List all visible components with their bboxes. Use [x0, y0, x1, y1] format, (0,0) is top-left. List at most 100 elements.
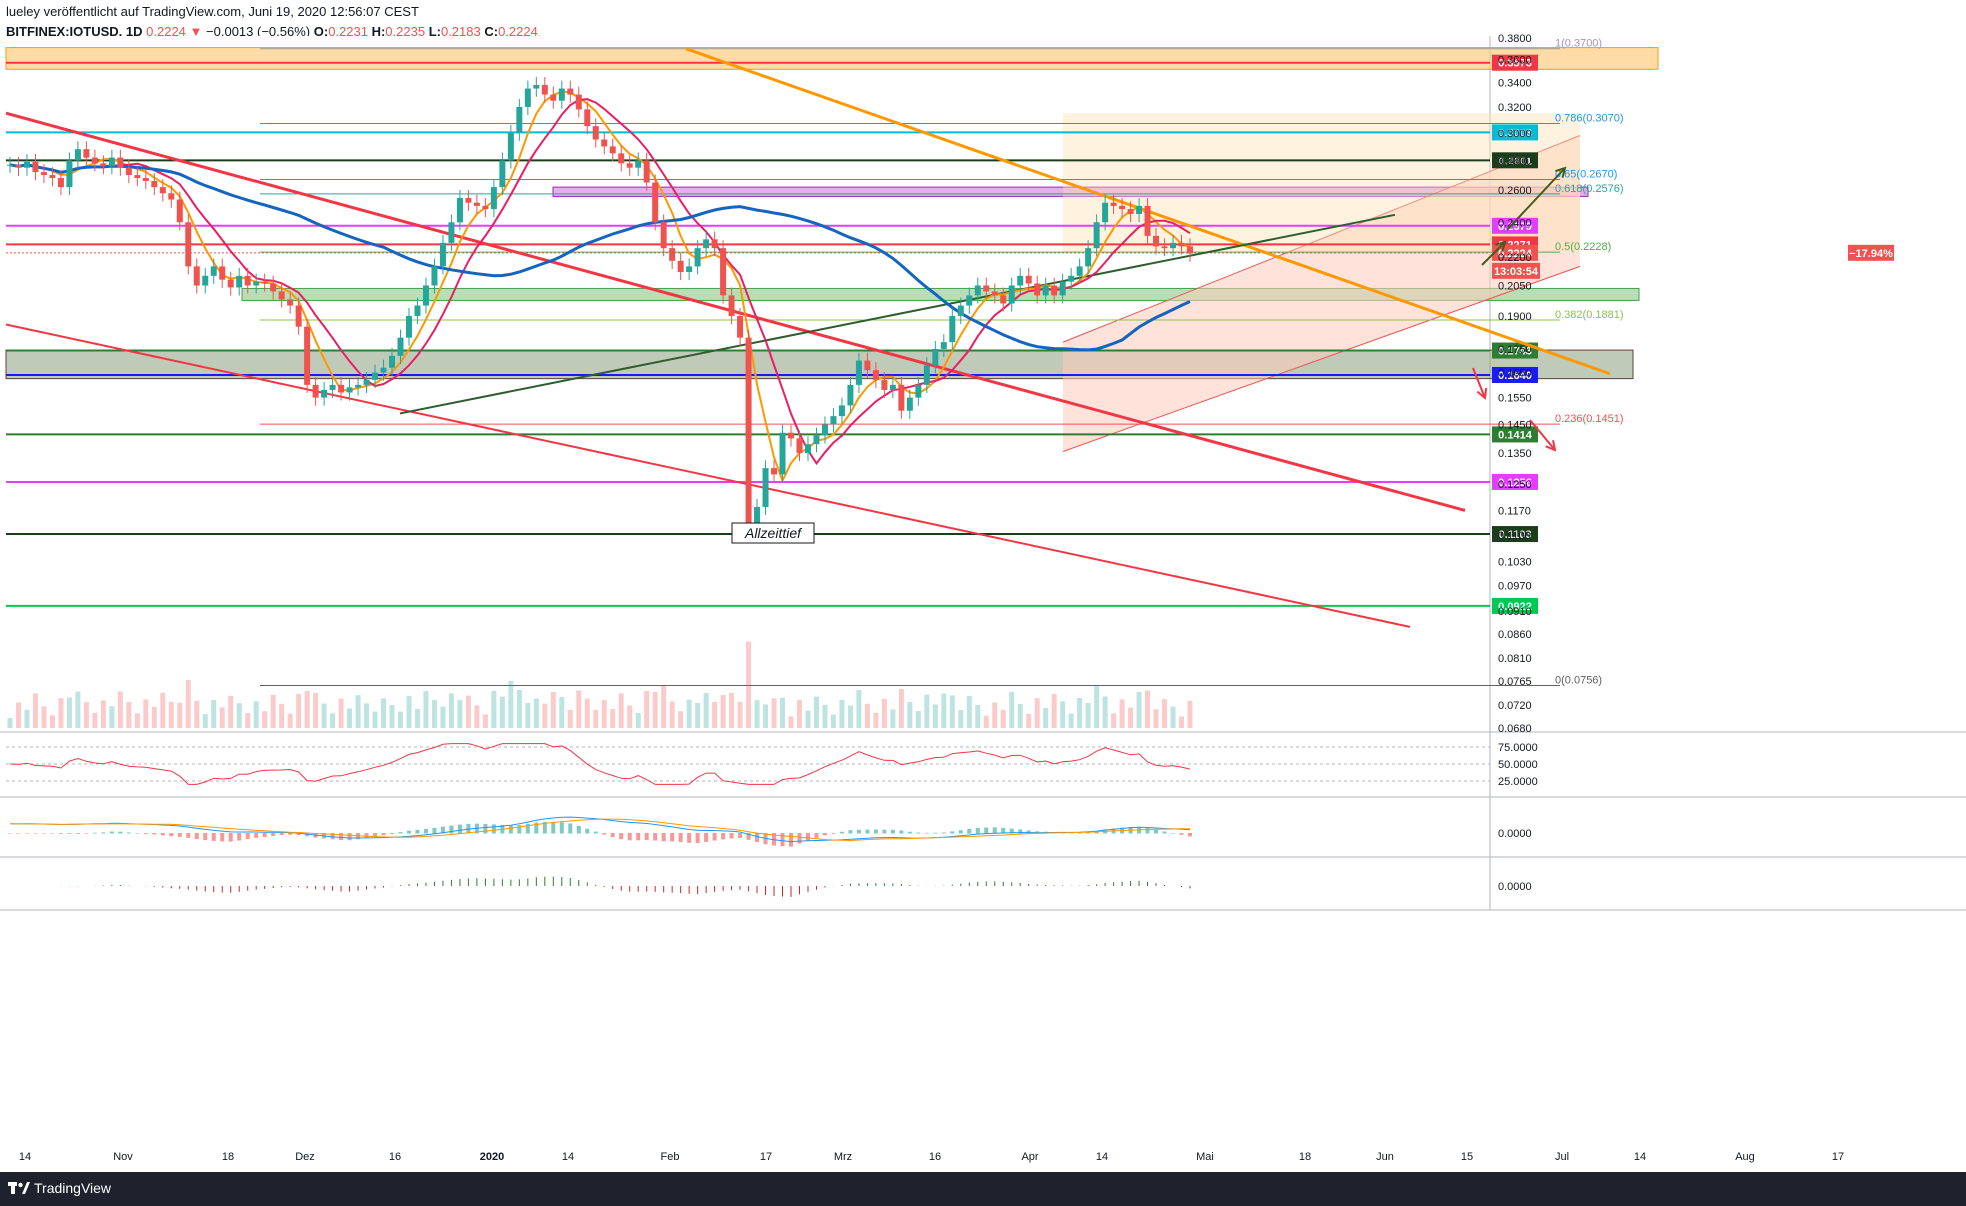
volume-bar	[1119, 699, 1125, 728]
macd-histogram-bar	[245, 833, 250, 840]
macd-histogram-bar	[525, 823, 530, 834]
macd-histogram-bar	[559, 822, 564, 834]
macd-histogram-bar	[8, 833, 12, 834]
volume-bar	[1094, 685, 1100, 728]
chart-canvas[interactable]: 1(0.3700) 0.786(0.3070) 0.65(0.2670) 0.618(…	[0, 0, 1966, 1172]
candle	[355, 376, 362, 396]
volume-bar	[185, 680, 191, 728]
candle	[363, 371, 370, 393]
candle-body	[32, 161, 39, 173]
candle-body	[321, 389, 328, 398]
candle	[584, 101, 591, 135]
candle	[448, 214, 455, 251]
candle	[694, 240, 701, 275]
macd-histogram-bar	[958, 830, 963, 834]
candle	[66, 152, 73, 196]
candle	[669, 240, 676, 269]
y-tick-label: 0.0910	[1498, 606, 1532, 618]
countdown-tag	[1492, 262, 1540, 279]
macd-histogram-bar	[975, 827, 980, 834]
macd-histogram-bar	[882, 829, 887, 834]
macd-histogram-bar	[126, 832, 131, 834]
candle	[389, 347, 396, 376]
volume-bar	[780, 697, 786, 728]
price-level-value: 0.1414	[1498, 429, 1533, 441]
fib-label: 0.786(0.3070)	[1555, 113, 1624, 125]
candle-body	[1085, 248, 1092, 267]
candle-body	[516, 106, 523, 133]
price-level-value: 0.2801	[1498, 155, 1532, 167]
fib-label: 0.236(0.1451)	[1555, 413, 1624, 425]
candle-body	[151, 181, 158, 188]
candle	[626, 155, 633, 176]
macd-histogram-bar	[194, 833, 199, 840]
candle-body	[1187, 246, 1193, 254]
candle	[940, 334, 947, 358]
candle-body	[804, 444, 811, 454]
candle-body	[117, 157, 124, 168]
macd-histogram-bar	[704, 833, 709, 842]
candle-body	[91, 157, 98, 164]
y-tick-label: 0.0680	[1498, 723, 1532, 735]
high-label: H:	[371, 24, 386, 39]
candle-body	[83, 149, 90, 158]
candle	[524, 80, 531, 116]
candle	[507, 124, 514, 169]
candle	[142, 170, 149, 190]
candle	[592, 118, 599, 148]
candle-body	[473, 202, 480, 206]
x-tick-label: 16	[389, 1151, 401, 1163]
macd-histogram-bar	[1162, 831, 1167, 834]
macd-histogram-bar	[254, 833, 259, 838]
candle-body	[405, 315, 412, 338]
volume-bar	[975, 705, 981, 728]
candle-body	[558, 88, 565, 101]
macd-histogram-bar	[551, 821, 556, 834]
macd-histogram-bar	[576, 825, 581, 834]
macd-histogram-bar	[16, 833, 21, 834]
x-tick-label: 18	[1299, 1151, 1311, 1163]
volume-bar	[763, 704, 769, 728]
long-downtrend-line	[5, 111, 1466, 512]
volume-bar	[924, 694, 930, 728]
candle	[516, 98, 523, 141]
macd-histogram-bar	[534, 822, 539, 834]
price-level-tag	[1492, 426, 1538, 443]
candle-body	[898, 384, 905, 411]
candle-body	[686, 266, 693, 273]
macd-histogram-bar	[755, 833, 760, 843]
volume-bar	[126, 702, 132, 728]
volume-bar	[907, 702, 913, 728]
candle	[261, 273, 268, 292]
candle-body	[550, 94, 557, 101]
candle-body	[142, 178, 149, 182]
volume-bar	[211, 700, 217, 728]
candle	[720, 240, 727, 304]
volume-bar	[414, 709, 420, 728]
volume-bar	[618, 693, 624, 728]
candle	[304, 318, 311, 393]
candle-body	[253, 281, 260, 286]
volume-bar	[117, 691, 123, 728]
candle-body	[338, 384, 345, 393]
candle-body	[915, 384, 922, 398]
macd-histogram-bar	[865, 829, 870, 834]
price-change: −0.0013 (−0.56%)	[206, 24, 311, 39]
candle	[151, 173, 158, 196]
last-change-value: −17.94%	[1849, 248, 1893, 260]
volume-bar	[830, 714, 836, 728]
open-label: O:	[313, 24, 329, 39]
candle-body	[1025, 275, 1032, 284]
candle	[499, 152, 506, 196]
x-tick-label: Apr	[1021, 1151, 1038, 1163]
candle	[830, 408, 837, 433]
macd-histogram-bar	[831, 833, 836, 834]
rsi-tick-label: 75.0000	[1498, 742, 1538, 754]
volume-bar	[1187, 700, 1193, 728]
last-price: 0.2224	[146, 24, 186, 39]
candle	[439, 234, 446, 275]
price-level-tag	[1492, 54, 1538, 71]
candle	[652, 174, 659, 231]
macd-histogram-bar	[941, 832, 946, 834]
candle	[932, 340, 939, 374]
